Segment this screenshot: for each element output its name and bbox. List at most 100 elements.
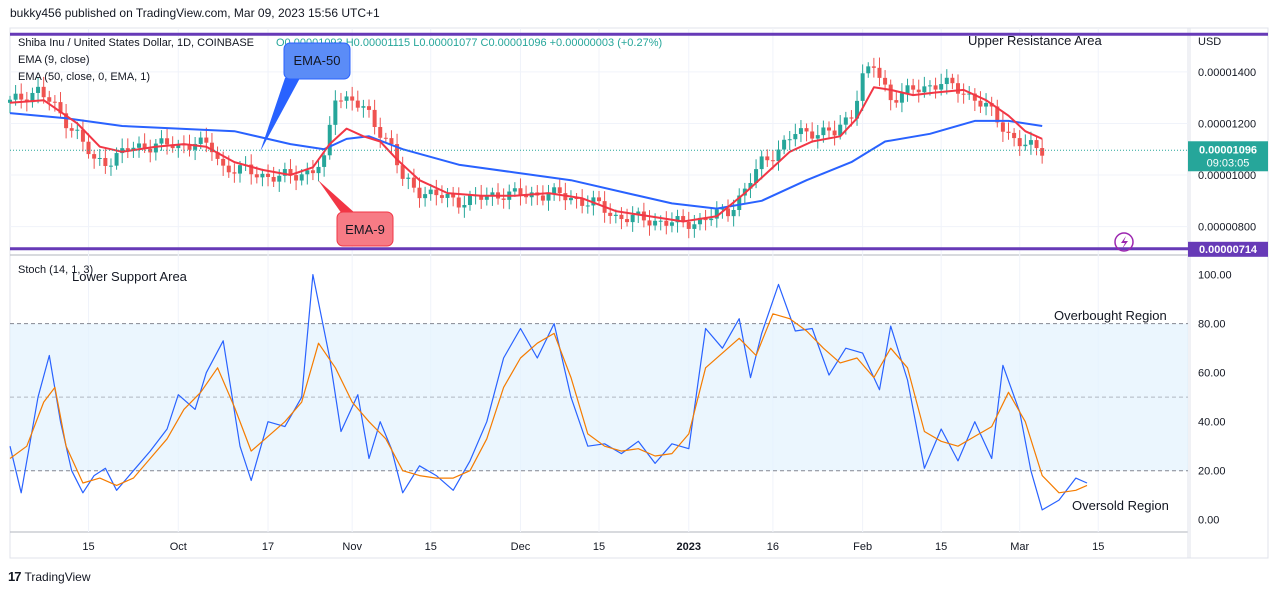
footer-brand[interactable]: 17 TradingView xyxy=(8,569,91,584)
ema50-callout-text: EMA-50 xyxy=(294,53,341,68)
candle-body xyxy=(86,141,91,155)
candle-body xyxy=(400,165,405,179)
candle-body xyxy=(720,208,725,210)
candle-body xyxy=(30,92,35,103)
candle-body xyxy=(636,211,641,215)
stoch-axis-tick: 40.00 xyxy=(1198,417,1226,429)
ema50-legend[interactable]: EMA (50, close, 0, EMA, 1) xyxy=(18,71,150,83)
time-axis-tick: 15 xyxy=(593,541,605,553)
ema50-line xyxy=(9,112,1043,210)
candle-body xyxy=(815,135,820,139)
time-axis-tick: 15 xyxy=(425,541,437,553)
stoch-axis-tick: 80.00 xyxy=(1198,319,1226,331)
candle-body xyxy=(798,128,803,135)
candle-body xyxy=(41,86,46,98)
candle-body xyxy=(692,224,697,229)
last-price-badge: 0.00001096 09:03:05 xyxy=(1188,141,1268,172)
candle-body xyxy=(866,66,871,74)
candle-body xyxy=(546,193,551,201)
candle-body xyxy=(770,160,775,162)
candle-body xyxy=(894,100,899,103)
candle-body xyxy=(922,86,927,93)
candle-body xyxy=(905,85,910,94)
candle-body xyxy=(714,209,719,219)
candle-body xyxy=(950,77,955,84)
candle-body xyxy=(305,170,310,175)
candle-body xyxy=(776,149,781,162)
candle-body xyxy=(675,216,680,223)
candle-body xyxy=(647,220,652,226)
candle-body xyxy=(271,176,276,182)
candle-body xyxy=(52,101,57,103)
stoch-legend[interactable]: Stoch (14, 1, 3) xyxy=(18,264,93,276)
time-axis-tick: 16 xyxy=(767,541,779,553)
candle-body xyxy=(978,100,983,107)
candle-body xyxy=(658,220,663,222)
candle-body xyxy=(232,172,237,174)
candle-body xyxy=(518,188,523,196)
candle-body xyxy=(226,165,231,173)
price-axis-tick: 0.00000800 xyxy=(1198,222,1256,234)
candle-body xyxy=(939,84,944,90)
candle-body xyxy=(209,142,214,153)
lightning-icon[interactable] xyxy=(1114,232,1134,252)
time-axis-tick: Oct xyxy=(170,541,187,553)
candle-body xyxy=(249,164,254,175)
price-panel[interactable] xyxy=(8,32,1268,251)
candle-body xyxy=(804,128,809,132)
candle-body xyxy=(350,96,355,101)
oversold-label: Oversold Region xyxy=(1072,498,1169,513)
candle-body xyxy=(131,147,136,151)
candle-body xyxy=(322,155,327,167)
stoch-axis-tick: 0.00 xyxy=(1198,515,1219,527)
candle-body xyxy=(170,144,175,149)
candle-body xyxy=(855,100,860,119)
candle-body xyxy=(619,214,624,220)
candle-body xyxy=(810,131,815,139)
candle-body xyxy=(608,212,613,216)
candle-body xyxy=(456,197,461,208)
overbought-label: Overbought Region xyxy=(1054,308,1167,323)
stoch-band xyxy=(10,323,1188,472)
stoch-panel[interactable] xyxy=(9,274,1088,511)
price-chart-title: Shiba Inu / United States Dollar, 1D, CO… xyxy=(18,37,254,49)
candle-body xyxy=(260,173,265,178)
price-axis-tick: 0.00001200 xyxy=(1198,118,1256,130)
stoch-k-line xyxy=(9,274,1088,511)
upper-resistance-label: Upper Resistance Area xyxy=(968,33,1102,48)
ema50-callout: EMA-50 xyxy=(260,42,351,152)
candle-body xyxy=(686,221,691,229)
candle-body xyxy=(597,197,601,202)
candle-body xyxy=(288,169,293,176)
candle-body xyxy=(159,138,164,144)
ema9-legend[interactable]: EMA (9, close) xyxy=(18,54,90,66)
stoch-axis-tick: 100.00 xyxy=(1198,270,1232,282)
candle-body xyxy=(1023,144,1028,147)
candle-body xyxy=(877,67,882,78)
candle-body xyxy=(849,117,854,119)
stoch-d-line xyxy=(9,313,1088,494)
candle-body xyxy=(69,128,74,131)
candle-body xyxy=(787,139,792,141)
candle-body xyxy=(165,138,170,145)
candle-body xyxy=(754,169,759,183)
candle-body xyxy=(574,198,579,200)
candle-body xyxy=(585,205,590,207)
ema9-callout-text: EMA-9 xyxy=(345,222,385,237)
chart-frame xyxy=(9,27,1269,559)
candle-body xyxy=(681,216,686,222)
candle-body xyxy=(176,144,181,149)
candle-body xyxy=(114,153,119,166)
candle-body xyxy=(153,143,158,153)
chart-canvas[interactable]: 0.00001400 0.00001200 0.00001000 0.00000800… xyxy=(0,0,1280,568)
candle-body xyxy=(490,192,495,196)
ema9-callout: EMA-9 xyxy=(318,180,394,247)
candle-body xyxy=(1028,140,1033,145)
lower-support-label: Lower Support Area xyxy=(72,269,188,284)
candle-body xyxy=(395,144,400,166)
candle-body xyxy=(310,170,315,174)
candle-body xyxy=(204,137,209,143)
candle-body xyxy=(984,103,989,107)
candle-body xyxy=(333,100,338,125)
candle-body xyxy=(697,217,702,225)
